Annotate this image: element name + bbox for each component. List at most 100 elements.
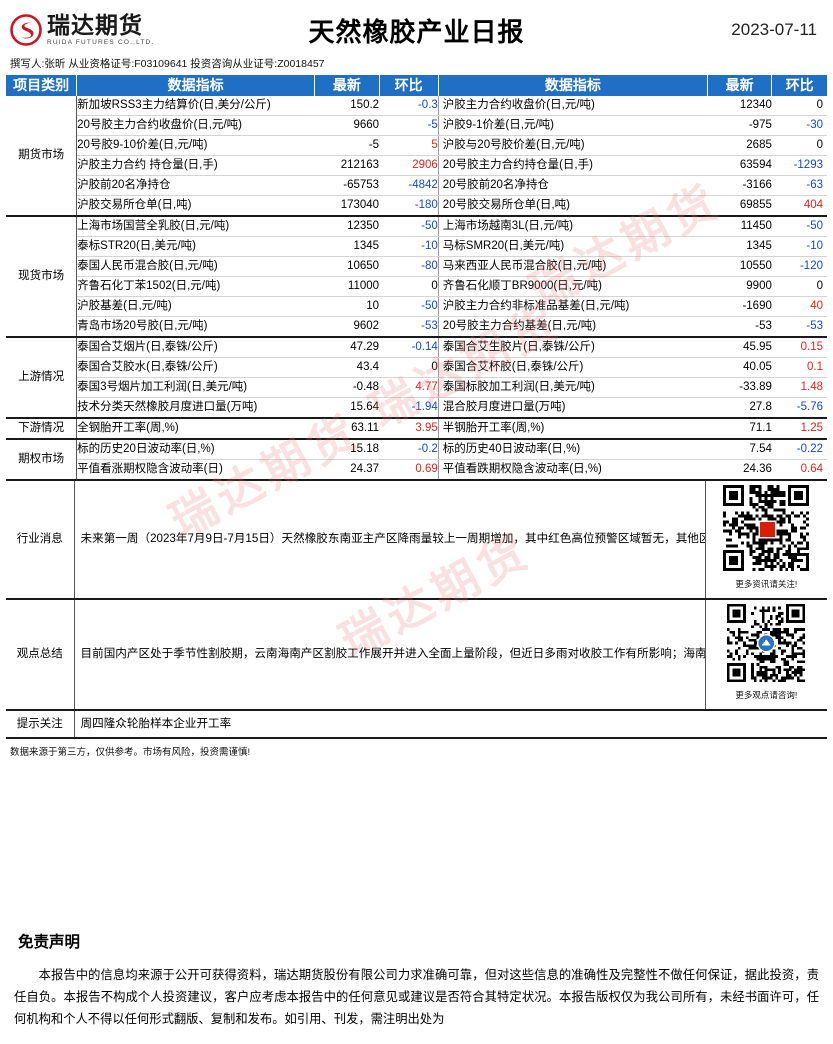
indicator-change-right: 1.25	[771, 418, 827, 440]
indicator-latest-left: 173040	[314, 195, 380, 217]
report-date: 2023-07-11	[731, 20, 817, 39]
indicator-name-left: 沪胶基差(日,元/吨)	[76, 296, 315, 317]
indicator-latest-right: 9900	[707, 276, 772, 297]
indicator-change-right: 40	[771, 296, 827, 317]
row-category: 下游情况	[6, 418, 78, 440]
indicator-change-left: -0.2	[379, 439, 439, 460]
table-row: 平值看涨期权隐含波动率(日) 24.37 0.69 平值看跌期权隐含波动率(日,%) 2…	[6, 459, 827, 481]
table-row: 泰国3号烟片加工利润(日,美元/吨) -0.48 4.77 泰国标胶加工利润(日,美元…	[6, 377, 827, 398]
table-row: 沪胶基差(日,元/吨) 10 -50 沪胶主力合约非标准品基差(日,元/吨) -1690…	[6, 296, 827, 317]
table-row: 20号胶9-10价差(日,元/吨) -5 5 沪胶与20号胶价差(日,元/吨) 2685…	[6, 135, 827, 156]
table-row: 沪胶主力合约 持仓量(日,手) 212163 2906 20号胶主力合约持仓量(日,手…	[6, 155, 827, 176]
indicator-change-right: 0	[771, 135, 827, 156]
indicator-name-right: 混合胶月度进口量(万吨)	[438, 397, 708, 419]
table-header-row: 项目类别 数据指标 最新 环比 数据指标 最新 环比	[6, 75, 827, 96]
indicator-latest-right: -33.89	[707, 377, 772, 398]
wechat-qr-code-icon[interactable]	[723, 485, 810, 571]
indicator-latest-right: -53	[707, 316, 772, 338]
indicator-name-right: 沪胶9-1价差(日,元/吨)	[438, 115, 708, 136]
table-body: 期货市场 新加坡RSS3主力结算价(日,美分/公斤) 150.2 -0.3 沪胶主力合约…	[6, 96, 827, 481]
indicator-latest-right: 24.36	[707, 459, 772, 481]
table-row: 泰国人民币混合胶(日,元/吨) 10650 -80 马来西亚人民币混合胶(日,元/吨)…	[6, 256, 827, 277]
indicator-change-left: 2906	[379, 155, 439, 176]
col-latest-right: 最新	[707, 75, 773, 96]
indicator-change-right: -0.22	[771, 439, 827, 460]
row-category: 上游情况	[6, 337, 78, 419]
indicator-change-right: 0	[771, 96, 827, 116]
indicator-change-left: 4.77	[379, 377, 439, 398]
indicator-latest-right: -3166	[707, 175, 772, 196]
indicator-latest-left: -0.48	[314, 377, 380, 398]
news-qr-cell: 更多资讯请关注!	[704, 481, 827, 600]
indicator-latest-left: 10650	[314, 256, 380, 277]
indicator-latest-left: 47.29	[314, 337, 380, 358]
indicator-latest-left: 15.64	[314, 397, 380, 419]
indicator-name-left: 新加坡RSS3主力结算价(日,美分/公斤)	[76, 96, 315, 116]
indicator-latest-right: 40.05	[707, 357, 772, 378]
opinion-summary-label: 观点总结	[6, 599, 75, 711]
table-row: 上游情况 泰国合艾烟片(日,泰铢/公斤) 47.29 -0.14 泰国合艾生胶片(日,泰…	[6, 337, 827, 419]
indicator-name-left: 泰国人民币混合胶(日,元/吨)	[76, 256, 315, 277]
table-row: 泰国合艾胶水(日,泰铢/公斤) 43.4 0 泰国合艾杯胶(日,泰铢/公斤) 40.05…	[6, 357, 827, 378]
table-row: 现货市场 上海市场国营全乳胶(日,元/吨) 12350 -50 上海市场越南3L(日,元…	[6, 216, 827, 338]
indicator-change-left: -50	[379, 296, 439, 317]
indicator-change-left: -4842	[379, 175, 439, 196]
tip-row: 提示关注 周四隆众轮胎样本企业开工率	[6, 710, 827, 739]
indicator-change-left: -0.3	[379, 96, 439, 116]
table-row: 期货市场 新加坡RSS3主力结算价(日,美分/公斤) 150.2 -0.3 沪胶主力合约…	[6, 96, 827, 217]
indicator-change-right: -30	[771, 115, 827, 136]
indicator-change-left: 3.95	[379, 418, 439, 440]
indicator-name-left: 20号胶主力合约收盘价(日,元/吨)	[76, 115, 315, 136]
indicator-name-left: 技术分类天然橡胶月度进口量(万吨)	[76, 397, 315, 419]
indicator-latest-right: 45.95	[707, 337, 772, 358]
indicator-name-right: 20号胶前20名净持仓	[438, 175, 708, 196]
industry-news-text: 未来第一周（2023年7月9日-7月15日）天然橡胶东南亚主产区降雨量较上一周期…	[74, 481, 705, 600]
indicator-name-left: 青岛市场20号胶(日,元/吨)	[76, 316, 315, 338]
indicator-latest-left: -65753	[314, 175, 380, 196]
indicator-change-right: -120	[771, 256, 827, 277]
report-header: 瑞达期货 RUIDA FUTURES CO.,LTD. 天然橡胶产业日报 202…	[6, 0, 827, 54]
tip-label: 提示关注	[6, 710, 75, 739]
indicator-change-left: -50	[379, 216, 439, 237]
indicator-change-left: -53	[379, 316, 439, 338]
indicator-name-right: 马标SMR20(日,美元/吨)	[438, 236, 708, 257]
indicator-change-right: -1293	[771, 155, 827, 176]
source-note: 数据来源于第三方，仅供参考。市场有风险，投资需谨慎!	[10, 747, 251, 758]
indicator-latest-left: 150.2	[314, 96, 380, 116]
indicator-name-left: 沪胶交易所仓单(日,吨)	[76, 195, 315, 217]
indicator-name-left: 20号胶9-10价差(日,元/吨)	[76, 135, 315, 156]
indicator-change-right: -5.76	[771, 397, 827, 419]
indicator-change-right: -53	[771, 316, 827, 338]
industry-news-row: 行业消息 未来第一周（2023年7月9日-7月15日）天然橡胶东南亚主产区降雨量…	[6, 481, 827, 600]
consult-qr-code-icon[interactable]	[727, 604, 806, 682]
indicator-latest-right: -975	[707, 115, 772, 136]
indicator-latest-right: 7.54	[707, 439, 772, 460]
indicator-change-left: -5	[379, 115, 439, 136]
indicator-latest-left: 1345	[314, 236, 380, 257]
indicator-change-left: 0	[379, 357, 439, 378]
indicator-latest-right: 12340	[707, 96, 772, 116]
indicator-latest-left: 15.18	[314, 439, 380, 460]
indicator-table: 项目类别 数据指标 最新 环比 数据指标 最新 环比 期货市场 新加坡RSS3主力…	[6, 75, 827, 481]
opinion-summary-row: 观点总结 目前国内产区处于季节性割胶期，云南海南产区割胶工作展开并进入全面上量阶…	[6, 599, 827, 711]
indicator-name-right: 泰国合艾杯胶(日,泰铢/公斤)	[438, 357, 708, 378]
col-change-left: 环比	[379, 75, 439, 96]
indicator-latest-right: 11450	[707, 216, 772, 237]
indicator-change-right: 0.15	[771, 337, 827, 358]
col-category: 项目类别	[6, 75, 78, 96]
indicator-name-right: 沪胶主力合约非标准品基差(日,元/吨)	[438, 296, 708, 317]
indicator-name-right: 沪胶与20号胶价差(日,元/吨)	[438, 135, 708, 156]
indicator-latest-left: 63.11	[314, 418, 380, 440]
indicator-change-left: 0	[379, 276, 439, 297]
brand-name-en: RUIDA FUTURES CO.,LTD.	[47, 38, 155, 46]
table-row: 齐鲁石化丁苯1502(日,元/吨) 11000 0 齐鲁石化顺丁BR9000(日,元/…	[6, 276, 827, 297]
table-row: 沪胶前20名净持仓 -65753 -4842 20号胶前20名净持仓 -3166 -63	[6, 175, 827, 196]
indicator-name-left: 泰国合艾烟片(日,泰铢/公斤)	[76, 337, 315, 358]
table-row: 泰标STR20(日,美元/吨) 1345 -10 马标SMR20(日,美元/吨) 134…	[6, 236, 827, 257]
indicator-latest-right: 63594	[707, 155, 772, 176]
indicator-name-right: 20号胶主力合约基差(日,元/吨)	[438, 316, 708, 338]
indicator-name-left: 泰标STR20(日,美元/吨)	[76, 236, 315, 257]
indicator-name-left: 全钢胎开工率(周,%)	[76, 418, 315, 440]
indicator-name-left: 泰国3号烟片加工利润(日,美元/吨)	[76, 377, 315, 398]
table-row: 沪胶交易所仓单(日,吨) 173040 -180 20号胶交易所仓单(日,吨) 6985…	[6, 195, 827, 217]
